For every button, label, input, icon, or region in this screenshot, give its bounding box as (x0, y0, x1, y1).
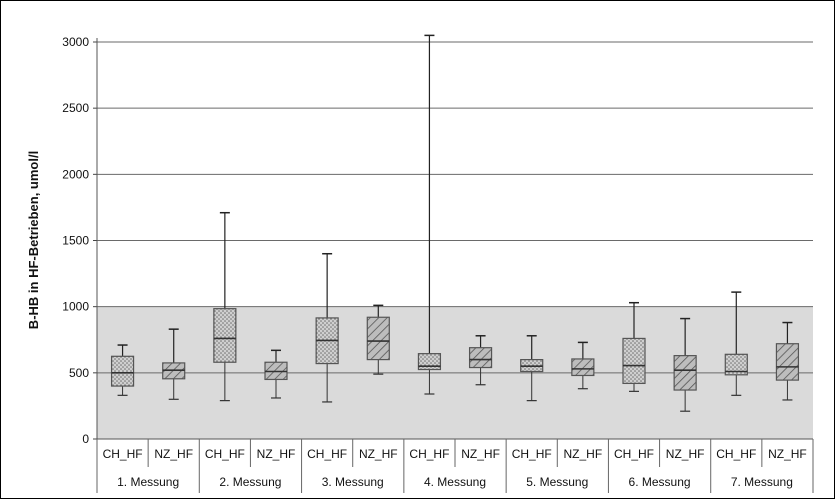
x-tick-label: CH_HF (409, 447, 449, 461)
x-tick-label: NZ_HF (666, 447, 705, 461)
box (214, 309, 236, 363)
x-tick-label: NZ_HF (154, 447, 193, 461)
x-tick-label: CH_HF (205, 447, 245, 461)
y-axis-label: B-HB in HF-Betrieben, umol/l (26, 151, 41, 329)
group-label: 6. Messung (629, 475, 691, 489)
x-tick-label: NZ_HF (359, 447, 398, 461)
y-tick-label: 1500 (62, 234, 89, 248)
group-label: 4. Messung (424, 475, 486, 489)
box (470, 348, 492, 368)
x-tick-label: NZ_HF (564, 447, 603, 461)
box (623, 338, 645, 383)
x-tick-label: CH_HF (614, 447, 654, 461)
box (776, 344, 798, 380)
box (112, 356, 134, 386)
group-label: 3. Messung (322, 475, 384, 489)
y-tick-label: 2500 (62, 101, 89, 115)
x-tick-label: CH_HF (512, 447, 552, 461)
x-tick-label: CH_HF (716, 447, 756, 461)
box (367, 317, 389, 359)
x-tick-label: NZ_HF (257, 447, 296, 461)
y-tick-label: 2000 (62, 167, 89, 181)
box (572, 359, 594, 376)
x-tick-label: NZ_HF (768, 447, 807, 461)
group-label: 1. Messung (117, 475, 179, 489)
y-tick-label: 0 (82, 432, 89, 446)
y-tick-label: 3000 (62, 35, 89, 49)
x-tick-label: NZ_HF (461, 447, 500, 461)
y-tick-label: 500 (69, 366, 89, 380)
group-label: 5. Messung (526, 475, 588, 489)
box (418, 354, 440, 370)
group-label: 2. Messung (219, 475, 281, 489)
group-label: 7. Messung (731, 475, 793, 489)
x-tick-label: CH_HF (103, 447, 143, 461)
box (674, 356, 696, 390)
y-tick-label: 1000 (62, 300, 89, 314)
x-tick-label: CH_HF (307, 447, 347, 461)
